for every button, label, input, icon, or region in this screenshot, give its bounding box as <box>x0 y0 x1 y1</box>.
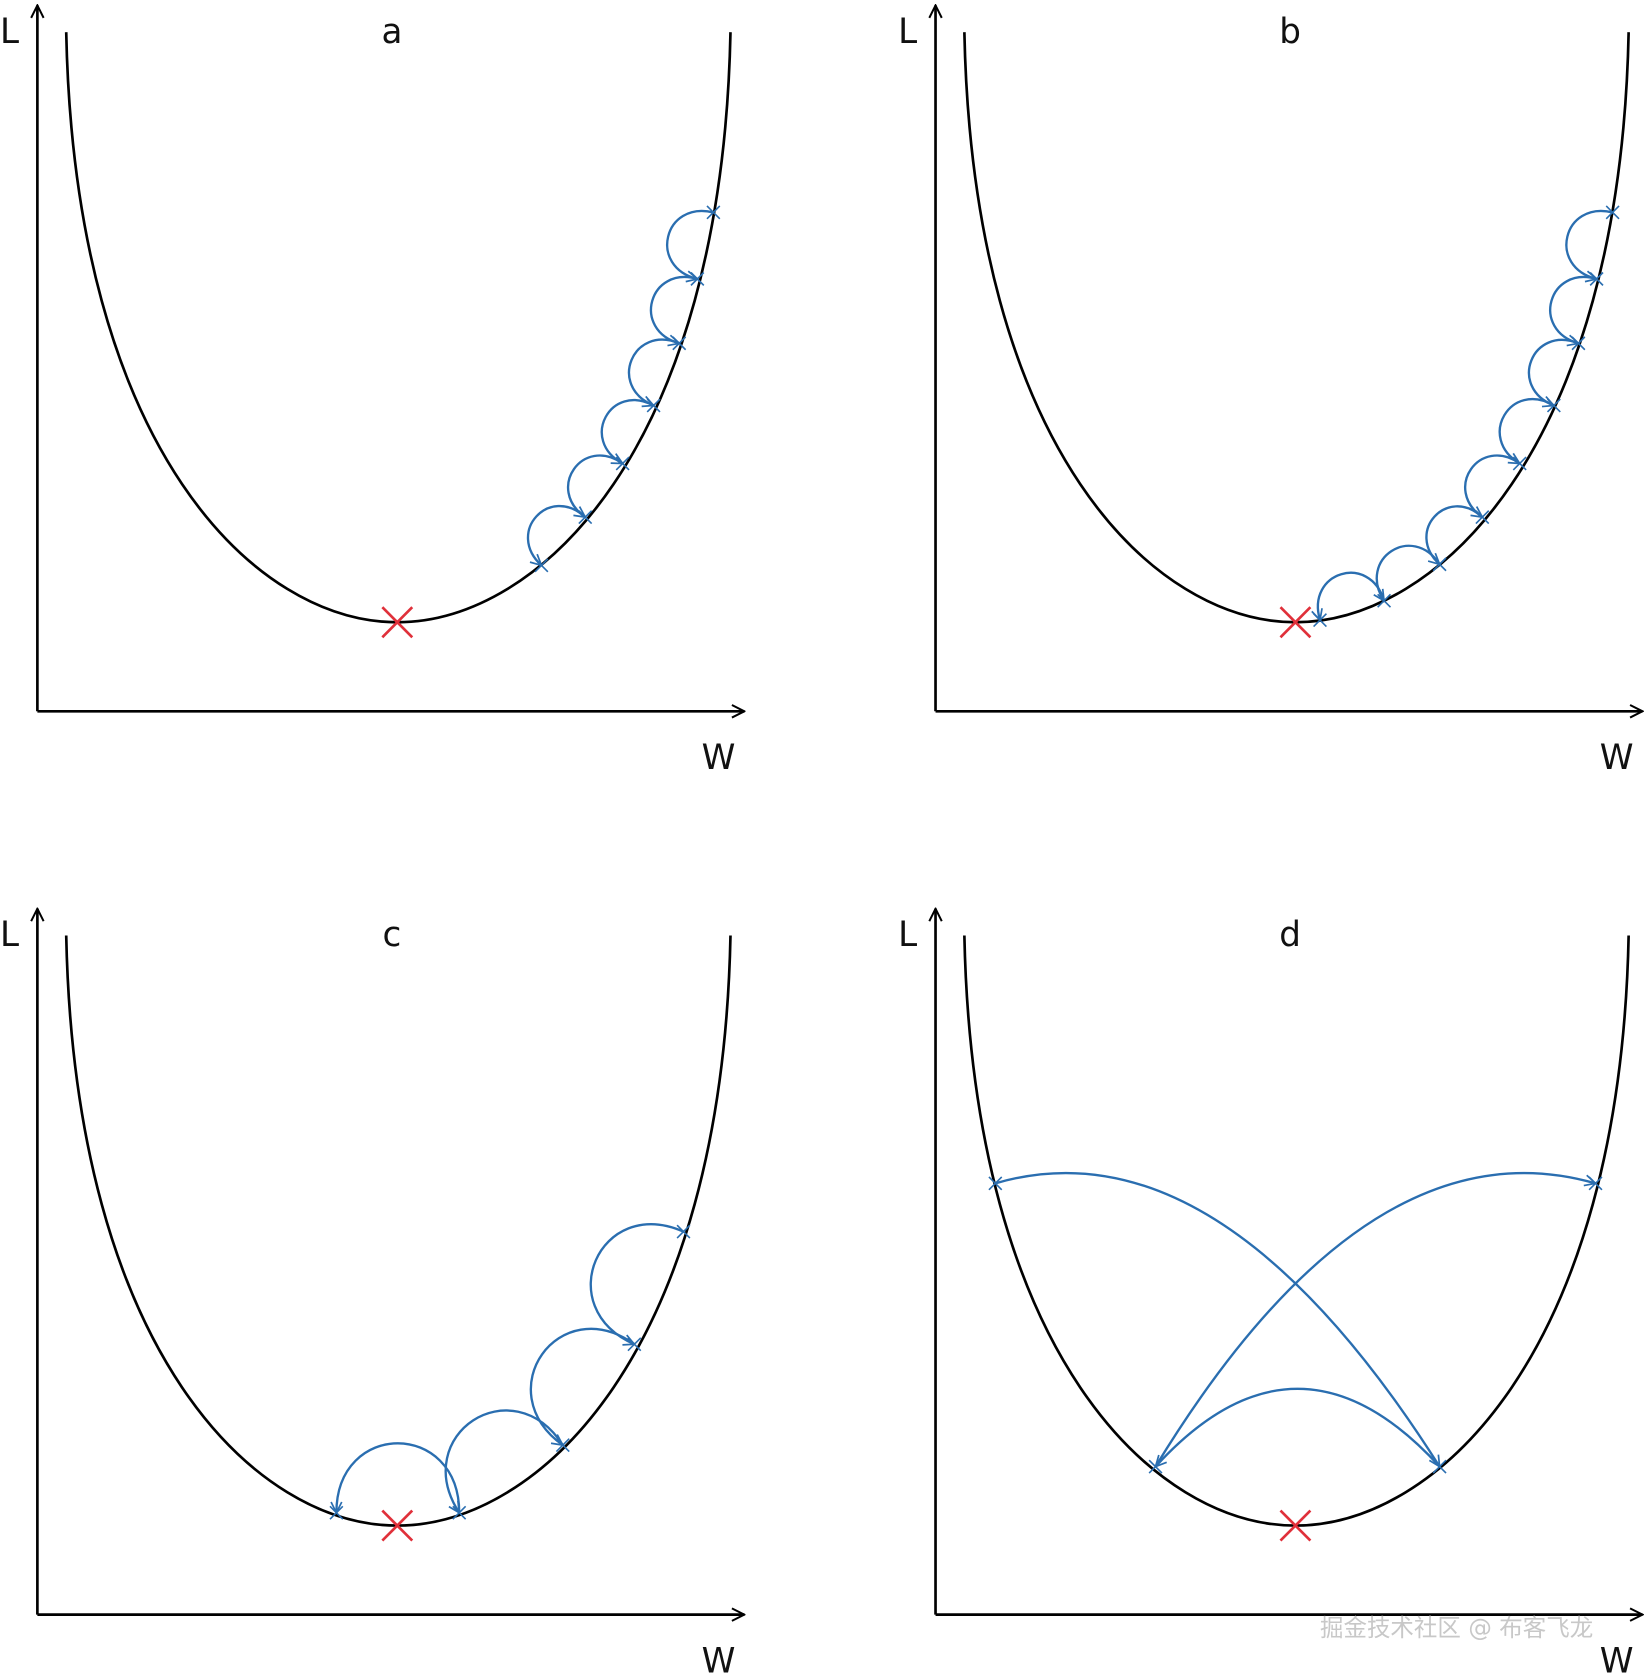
loss-curve <box>64 935 732 1527</box>
step-arrow <box>1156 1387 1441 1467</box>
panels: L Wa L Wb L Wc L Wd <box>0 5 1643 1679</box>
panel-title: c <box>383 915 402 955</box>
minimum-mark <box>381 1509 414 1542</box>
y-axis-label: L <box>0 12 19 52</box>
step-arrow <box>589 1223 684 1344</box>
panel: L Wa <box>0 5 744 778</box>
step-arrow <box>444 1409 564 1512</box>
step-arrow <box>566 454 624 518</box>
step-arrow <box>995 1171 1439 1467</box>
step-arrow <box>1464 454 1521 518</box>
loss-curve <box>963 935 1630 1527</box>
step-arrow <box>1425 505 1484 564</box>
x-axis-label: W <box>702 1641 736 1679</box>
x-axis-label: W <box>1600 738 1634 778</box>
step-arrow <box>1318 571 1386 620</box>
minimum-mark <box>1279 606 1312 639</box>
y-axis-label: L <box>898 915 917 955</box>
loss-curve <box>64 32 732 624</box>
step-point <box>1588 1176 1603 1191</box>
step-arrow <box>600 398 655 465</box>
panel: L Wb <box>898 5 1642 778</box>
x-axis-label: W <box>702 738 736 778</box>
step-arrow <box>1549 275 1597 343</box>
minimum-mark <box>381 606 414 639</box>
step-arrow <box>666 209 714 279</box>
minimum-mark <box>1279 1509 1312 1542</box>
step-arrow <box>527 504 587 565</box>
panel-title: b <box>1279 12 1301 52</box>
panel: L Wd <box>898 909 1642 1679</box>
step-arrow <box>627 338 680 406</box>
panel-title: d <box>1279 915 1301 955</box>
step-arrow <box>1154 1171 1596 1468</box>
step-arrow <box>1498 397 1555 465</box>
step-arrow <box>1565 209 1613 279</box>
watermark: 掘金技术社区 @ 布客飞龙 <box>1320 1614 1593 1642</box>
step-arrow <box>336 1442 461 1512</box>
loss-curve <box>963 32 1630 624</box>
y-axis-label: L <box>0 915 19 955</box>
y-axis-label: L <box>898 12 917 52</box>
panel: L Wc <box>0 909 744 1679</box>
step-arrow <box>649 275 698 343</box>
step-arrow <box>1527 338 1579 406</box>
x-axis-label: W <box>1600 1641 1634 1679</box>
panel-title: a <box>381 12 402 52</box>
